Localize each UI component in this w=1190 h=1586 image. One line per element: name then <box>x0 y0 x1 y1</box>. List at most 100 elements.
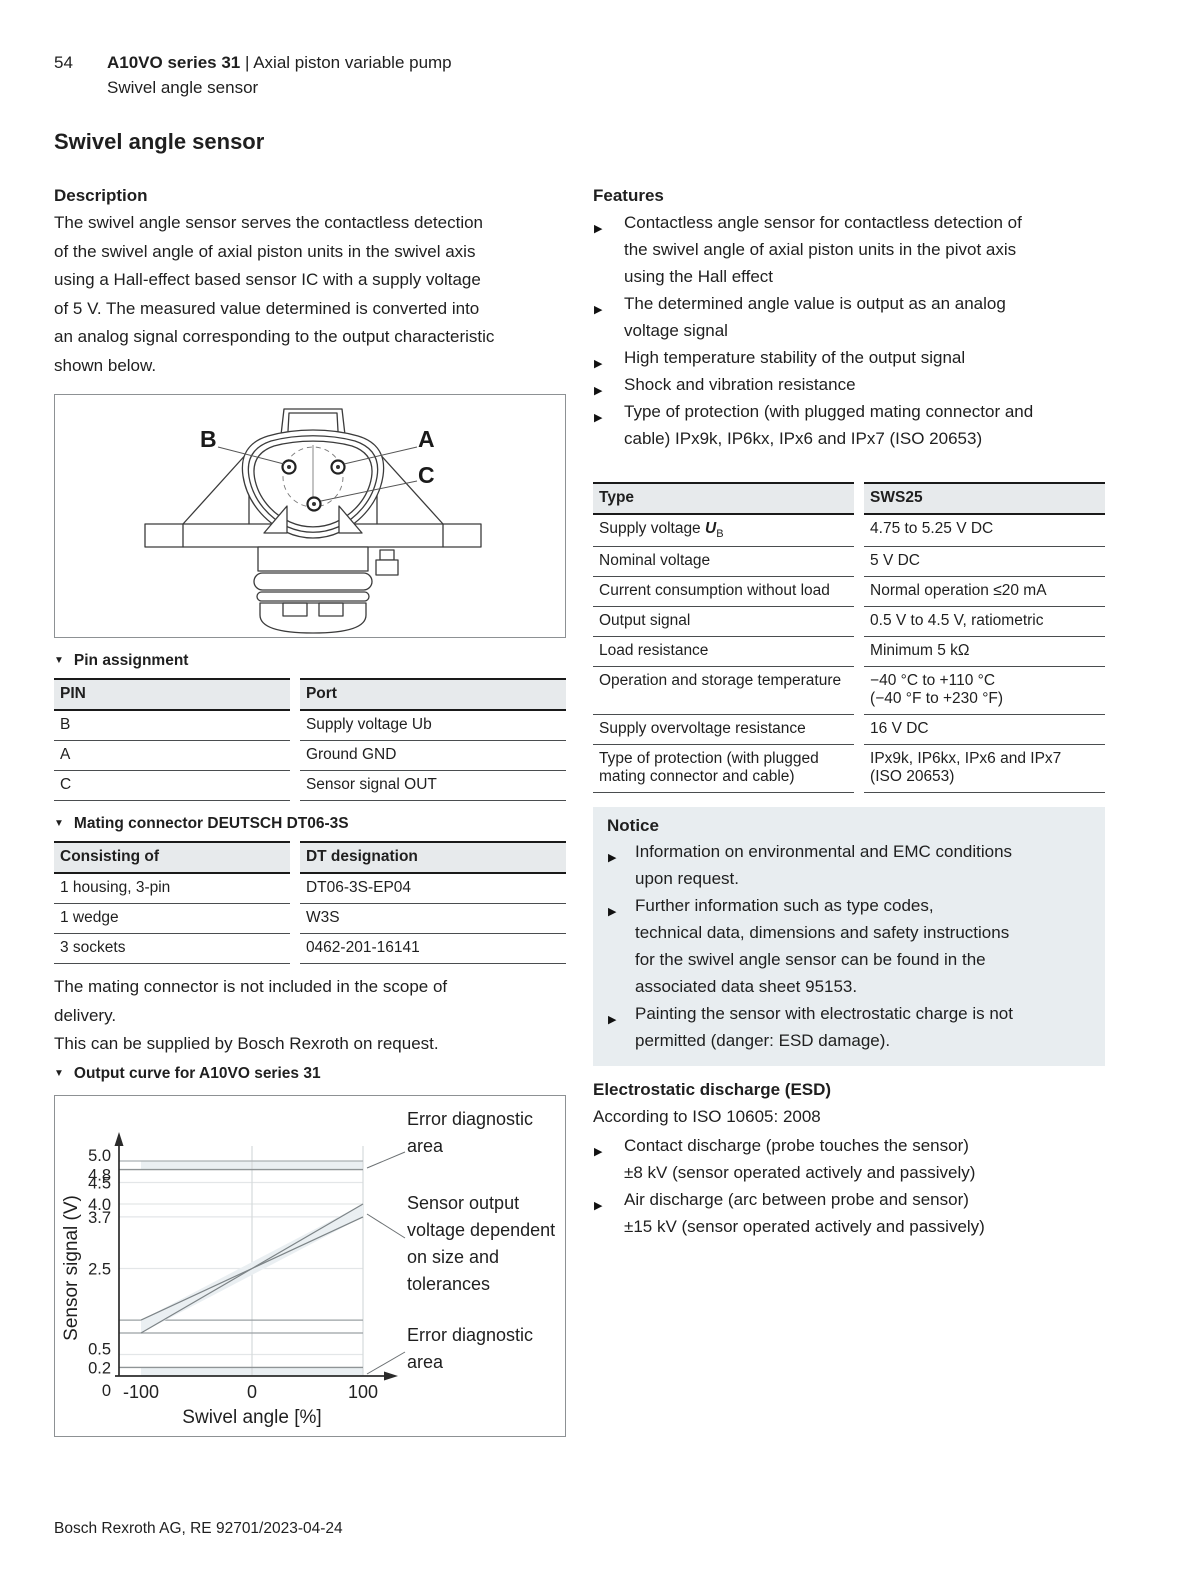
bullet-triangle-icon: ▶ <box>594 412 603 424</box>
description-text: The swivel angle sensor serves the conta… <box>54 213 495 375</box>
table-row: Nominal voltage 5 V DC <box>593 547 1105 578</box>
svg-text:0.5: 0.5 <box>88 1340 111 1358</box>
table-row: Load resistance Minimum 5 kΩ <box>593 637 1105 668</box>
table-row: Current consumption without load Normal o… <box>593 577 1105 608</box>
notice-box: Notice ▶ Information on environmental and… <box>593 807 1105 1067</box>
features-list: ▶ Contactless angle sensor for contactles… <box>593 209 1105 452</box>
esd-heading: Electrostatic discharge (ESD) <box>593 1080 832 1100</box>
table-row: Output signal 0.5 V to 4.5 V, ratiometric <box>593 607 1105 638</box>
svg-text:4.8: 4.8 <box>88 1166 111 1184</box>
spec-table-header-type: Type <box>593 482 855 515</box>
esd-list: ▶ Contact discharge (probe touches the se… <box>593 1132 1105 1240</box>
mating-connector-caption: ▼ Mating connector DEUTSCH DT06-3S <box>54 815 349 832</box>
svg-text:2.5: 2.5 <box>88 1260 111 1278</box>
output-curve-figure: 0 0.2 0.5 2.5 3.7 4.0 4.5 4.8 5.0 -100 0 100 Swivel … <box>54 1094 566 1437</box>
series-line <box>140 1215 364 1321</box>
svg-text:-100: -100 <box>123 1382 159 1402</box>
list-item: ▶ Further information such as type codes,… <box>608 896 1010 997</box>
table-row: 1 housing, 3-pin DT06-3S-EP04 <box>54 874 566 904</box>
pin-label-b: B <box>200 426 217 452</box>
description-heading: Description <box>54 186 148 205</box>
list-item: ▶ The determined angle value is output as… <box>594 294 1006 340</box>
table-row: Supply voltage UB 4.75 to 5.25 V DC <box>593 515 1105 548</box>
sensor-collar <box>257 546 369 572</box>
connector-pins <box>281 459 346 512</box>
page-footer: Bosch Rexroth AG, RE 92701/2023-04-24 <box>54 1520 343 1537</box>
bullet-triangle-icon: ▶ <box>594 1146 603 1159</box>
svg-text:5.0: 5.0 <box>88 1147 111 1165</box>
running-title-separator: | <box>240 53 254 72</box>
svg-text:3.7: 3.7 <box>88 1208 111 1226</box>
list-item: ▶ High temperature stability of the outpu… <box>593 344 1105 371</box>
bullet-triangle-icon: ▶ <box>608 1014 617 1027</box>
notice-heading: Notice <box>607 816 659 836</box>
sensor-drawing: B A C <box>144 408 482 634</box>
table-row: 3 sockets 0462-201-16141 <box>54 934 566 964</box>
table-row: B Supply voltage Ub <box>54 711 566 741</box>
sensor-figure: B A C <box>54 394 566 638</box>
list-item: ▶ Contact discharge (probe touches the se… <box>594 1136 976 1183</box>
table-row: C Sensor signal OUT <box>54 771 566 801</box>
pin-label-c: C <box>418 462 435 488</box>
caption-marker-icon: ▼ <box>54 1067 64 1079</box>
running-title-section: Swivel angle sensor <box>107 78 259 97</box>
pin-table-header-pin: PIN <box>54 678 290 711</box>
pin-assignment-table: PIN Port B Supply voltage Ub A Ground GND … <box>44 678 576 801</box>
esd-subheading: According to ISO 10605: 2008 <box>593 1107 821 1127</box>
mating-note-2: This can be supplied by Bosch Rexroth on… <box>54 1034 439 1053</box>
pin-assignment-caption: ▼ Pin assignment <box>54 652 189 669</box>
svg-text:0: 0 <box>247 1382 257 1402</box>
running-title: A10VO series 31 | Axial piston variable … <box>107 50 452 100</box>
annotation-error-area-bottom: Error diagnostic area <box>407 1324 534 1372</box>
svg-text:100: 100 <box>348 1382 378 1402</box>
svg-text:Sensor signal (V): Sensor signal (V) <box>61 1195 82 1341</box>
notice-list: ▶ Information on environmental and EMC co… <box>607 838 1091 1054</box>
page-title: Swivel angle sensor <box>54 129 265 154</box>
svg-text:4.5: 4.5 <box>88 1174 111 1192</box>
bullet-triangle-icon: ▶ <box>608 906 617 919</box>
svg-text:0: 0 <box>102 1382 111 1400</box>
features-heading: Features <box>593 186 664 205</box>
table-row: Operation and storage temperature −40 °C … <box>593 667 1105 716</box>
caption-marker-icon: ▼ <box>54 655 64 666</box>
list-item: ▶ Painting the sensor with electrostatic … <box>608 1004 1013 1051</box>
table-row: Type of protection (with plugged mating … <box>593 745 1105 794</box>
bullet-triangle-icon: ▶ <box>608 852 617 865</box>
mating-table-header-consisting: Consisting of <box>54 841 290 874</box>
pin-table-header-port: Port <box>299 678 566 711</box>
spec-table: Type SWS25 Supply voltage UB 4.75 to 5.2… <box>583 482 1115 794</box>
bullet-triangle-icon: ▶ <box>594 223 603 235</box>
annotation-error-area-top: Error diagnostic area <box>407 1108 534 1156</box>
svg-text:4.0: 4.0 <box>88 1196 111 1214</box>
bullet-triangle-icon: ▶ <box>594 304 603 316</box>
svg-text:0.2: 0.2 <box>88 1359 111 1377</box>
right-column: Features ▶ Contactless angle sensor for c… <box>593 186 1105 1240</box>
table-row: 1 wedge W3S <box>54 904 566 934</box>
left-column: Description The swivel angle sensor serv… <box>54 186 566 1437</box>
list-item: ▶ Type of protection (with plugged mating… <box>594 402 1034 448</box>
svg-text:Swivel angle [%]: Swivel angle [%] <box>182 1407 321 1428</box>
mating-note-1: The mating connector is not included in … <box>54 977 448 1025</box>
sensor-cup <box>259 602 367 634</box>
output-curve-caption: ▼ Output curve for A10VO series 31 <box>54 1064 321 1082</box>
mating-connector-table: Consisting of DT designation 1 housing, … <box>44 841 576 964</box>
sensor-oring <box>253 572 373 591</box>
page-header: 54 A10VO series 31 | Axial piston variab… <box>54 50 452 100</box>
list-item: ▶ Shock and vibration resistance <box>593 371 1105 398</box>
table-row: A Ground GND <box>54 741 566 771</box>
page-number: 54 <box>54 53 73 72</box>
bullet-triangle-icon: ▶ <box>594 358 603 370</box>
list-item: ▶ Information on environmental and EMC co… <box>608 842 1013 889</box>
list-item: ▶ Contactless angle sensor for contactles… <box>594 213 1022 286</box>
pin-label-a: A <box>418 426 435 452</box>
list-item: ▶ Air discharge (arc between probe and se… <box>594 1190 985 1237</box>
output-curve-chart: 0 0.20.5 2.5 3.74.0 4.54.85.0 -100 0 100 Swivel … <box>61 1131 406 1428</box>
bullet-triangle-icon: ▶ <box>594 385 603 397</box>
bullet-triangle-icon: ▶ <box>594 1200 603 1213</box>
spec-table-header-sws25: SWS25 <box>864 482 1105 515</box>
mating-table-header-designation: DT designation <box>299 841 566 874</box>
annotation-sensor-output: Sensor output voltage dependent on size … <box>407 1192 556 1294</box>
caption-marker-icon: ▼ <box>54 818 64 829</box>
running-title-series: A10VO series 31 <box>107 53 241 72</box>
